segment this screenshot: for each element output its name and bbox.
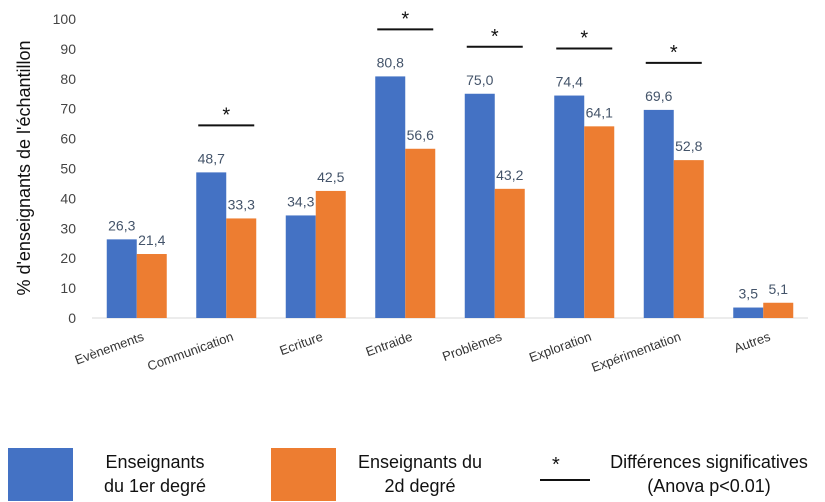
data-label: 3,5: [739, 286, 759, 302]
legend-label-1er-line1: Enseignants: [105, 452, 205, 472]
data-label: 56,6: [407, 127, 434, 143]
data-label: 52,8: [675, 138, 702, 154]
y-tick-label: 30: [60, 220, 76, 236]
bar-1er-degre: [285, 215, 316, 318]
legend-significance-line1: Différences significatives: [610, 452, 808, 472]
x-tick-label: Ecriture: [278, 329, 325, 358]
significance-marker: *: [222, 104, 230, 126]
y-tick-label: 60: [60, 131, 76, 147]
bar-1er-degre: [196, 172, 227, 318]
bar-2d-degre: [136, 254, 167, 318]
data-label: 42,5: [317, 169, 344, 185]
x-tick-label: Communication: [145, 329, 235, 374]
significance-marker: *: [401, 8, 409, 30]
x-tick-label: Expérimentation: [589, 329, 682, 375]
significance-marker: *: [670, 42, 678, 64]
data-label: 48,7: [198, 150, 225, 166]
y-tick-label: 100: [53, 11, 77, 27]
data-label: 34,3: [287, 193, 314, 209]
bar-1er-degre: [643, 109, 674, 319]
bar-2d-degre: [673, 160, 704, 318]
y-tick-label: 90: [60, 41, 76, 57]
y-tick-label: 80: [60, 71, 76, 87]
data-label: 64,1: [586, 104, 613, 120]
y-tick-label: 40: [60, 190, 76, 206]
legend-label-1er-line2: du 1er degré: [103, 476, 207, 496]
data-label: 26,3: [108, 217, 135, 233]
bar-2d-degre: [315, 190, 346, 318]
data-label: 69,6: [645, 88, 672, 104]
x-tick-label: Exploration: [527, 329, 593, 365]
significance-marker: *: [491, 26, 499, 48]
y-tick-label: 50: [60, 161, 76, 177]
x-tick-label: Problèmes: [440, 329, 504, 365]
bar-1er-degre: [106, 239, 137, 318]
x-tick-label: Entraide: [364, 329, 415, 360]
legend-label-2d-line1: Enseignants du: [357, 452, 483, 472]
legend-significance-line: [540, 479, 590, 481]
bar-1er-degre: [733, 307, 764, 318]
x-tick-label: Autres: [732, 329, 773, 356]
bar-2d-degre: [763, 302, 794, 318]
data-label: 75,0: [466, 72, 493, 88]
bar-2d-degre: [584, 126, 615, 318]
legend-label-2d-degre: Enseignants du 2d degré: [340, 450, 500, 498]
data-label: 74,4: [556, 74, 583, 90]
y-tick-label: 20: [60, 250, 76, 266]
data-label: 80,8: [377, 54, 404, 70]
legend-significance-label: Différences significatives (Anova p<0.01…: [596, 450, 822, 498]
legend-swatch-1er-degre: [8, 448, 73, 501]
data-label: 5,1: [769, 281, 789, 297]
y-tick-label: 0: [68, 310, 76, 326]
legend-swatch-2d-degre: [271, 448, 336, 501]
data-label: 21,4: [138, 232, 165, 248]
data-label: 43,2: [496, 167, 523, 183]
legend-label-2d-line2: 2d degré: [384, 476, 456, 496]
data-label: 33,3: [228, 196, 255, 212]
bar-1er-degre: [554, 95, 585, 318]
bar-2d-degre: [494, 188, 525, 318]
y-tick-label: 10: [60, 280, 76, 296]
bar-2d-degre: [226, 218, 257, 318]
x-tick-label: Evènements: [73, 329, 147, 368]
legend: Enseignants du 1er degré Enseignants du …: [0, 448, 825, 502]
legend-label-1er-degre: Enseignants du 1er degré: [80, 450, 230, 498]
bar-1er-degre: [375, 76, 406, 319]
bar-chart: % d'enseignants de l'échantillon 0 10 20 30…: [14, 8, 808, 375]
y-tick-label: 70: [60, 101, 76, 117]
y-axis-title: % d'enseignants de l'échantillon: [14, 40, 34, 295]
legend-significance-line2: (Anova p<0.01): [647, 476, 771, 496]
bar-1er-degre: [464, 93, 495, 318]
legend-significance-marker: *: [552, 454, 560, 476]
bar-2d-degre: [405, 148, 436, 318]
significance-marker: *: [580, 28, 588, 50]
